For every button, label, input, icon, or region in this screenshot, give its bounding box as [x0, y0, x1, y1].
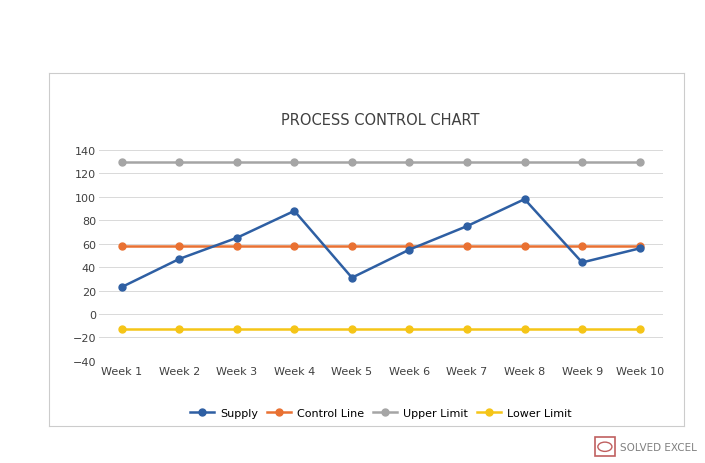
Line: Control Line: Control Line	[118, 243, 643, 250]
Lower Limit	[578, 327, 587, 332]
Lower Limit	[635, 327, 644, 332]
Control Line	[233, 244, 241, 249]
Supply	[348, 275, 356, 281]
Control Line	[405, 244, 414, 249]
Lower Limit	[175, 327, 183, 332]
Upper Limit	[233, 160, 241, 165]
Control Line	[290, 244, 299, 249]
Upper Limit	[462, 160, 471, 165]
Text: CREATE A PROCESS CONTROL CHART IN EXCEL: CREATE A PROCESS CONTROL CHART IN EXCEL	[81, 20, 624, 40]
Line: Upper Limit: Upper Limit	[118, 159, 643, 166]
Title: PROCESS CONTROL CHART: PROCESS CONTROL CHART	[281, 113, 480, 128]
Lower Limit	[462, 327, 471, 332]
Supply	[520, 197, 529, 202]
Lower Limit	[118, 327, 126, 332]
Lower Limit	[405, 327, 414, 332]
Line: Lower Limit: Lower Limit	[118, 326, 643, 333]
Upper Limit	[175, 160, 183, 165]
Control Line	[462, 244, 471, 249]
Control Line	[348, 244, 356, 249]
Control Line	[520, 244, 529, 249]
Upper Limit	[578, 160, 587, 165]
Control Line	[578, 244, 587, 249]
Lower Limit	[290, 327, 299, 332]
Line: Supply: Supply	[118, 196, 643, 291]
Supply	[578, 260, 587, 266]
Supply	[290, 209, 299, 214]
Supply	[462, 224, 471, 229]
Upper Limit	[520, 160, 529, 165]
Upper Limit	[635, 160, 644, 165]
Lower Limit	[348, 327, 356, 332]
Control Line	[118, 244, 126, 249]
Control Line	[175, 244, 183, 249]
Supply	[233, 236, 241, 241]
Upper Limit	[290, 160, 299, 165]
Lower Limit	[520, 327, 529, 332]
Text: SOLVED EXCEL: SOLVED EXCEL	[620, 442, 697, 452]
Legend: Supply, Control Line, Upper Limit, Lower Limit: Supply, Control Line, Upper Limit, Lower…	[185, 403, 576, 422]
Control Line	[635, 244, 644, 249]
Supply	[405, 247, 414, 253]
Lower Limit	[233, 327, 241, 332]
Supply	[175, 257, 183, 262]
Supply	[635, 246, 644, 251]
Supply	[118, 285, 126, 290]
Upper Limit	[348, 160, 356, 165]
Upper Limit	[118, 160, 126, 165]
Upper Limit	[405, 160, 414, 165]
